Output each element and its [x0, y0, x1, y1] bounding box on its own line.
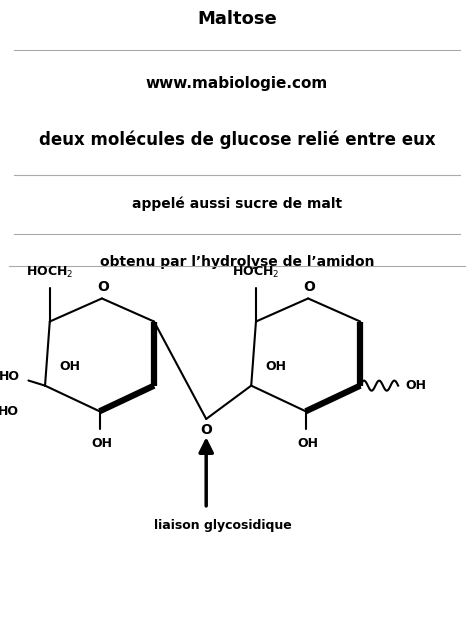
Text: O: O [97, 280, 109, 294]
Text: appelé aussi sucre de malt: appelé aussi sucre de malt [132, 196, 342, 210]
Text: www.mabiologie.com: www.mabiologie.com [146, 76, 328, 91]
Text: HOCH$_2$: HOCH$_2$ [26, 266, 73, 280]
Text: Maltose: Maltose [197, 11, 277, 28]
Text: HO: HO [0, 405, 19, 418]
Text: OH: OH [298, 436, 319, 449]
Text: obtenu par l’hydrolyse de l’amidon: obtenu par l’hydrolyse de l’amidon [100, 255, 374, 269]
Text: OH: OH [59, 360, 80, 373]
Text: OH: OH [265, 360, 286, 373]
Text: O: O [200, 423, 212, 437]
Text: O: O [303, 280, 315, 294]
Text: OH: OH [406, 379, 427, 392]
Text: HOCH$_2$: HOCH$_2$ [232, 266, 280, 280]
Text: deux molécules de glucose relié entre eux: deux molécules de glucose relié entre eu… [39, 130, 435, 149]
Text: OH: OH [91, 436, 112, 449]
Text: HO: HO [0, 370, 20, 383]
Text: liaison glycosidique: liaison glycosidique [154, 519, 292, 532]
